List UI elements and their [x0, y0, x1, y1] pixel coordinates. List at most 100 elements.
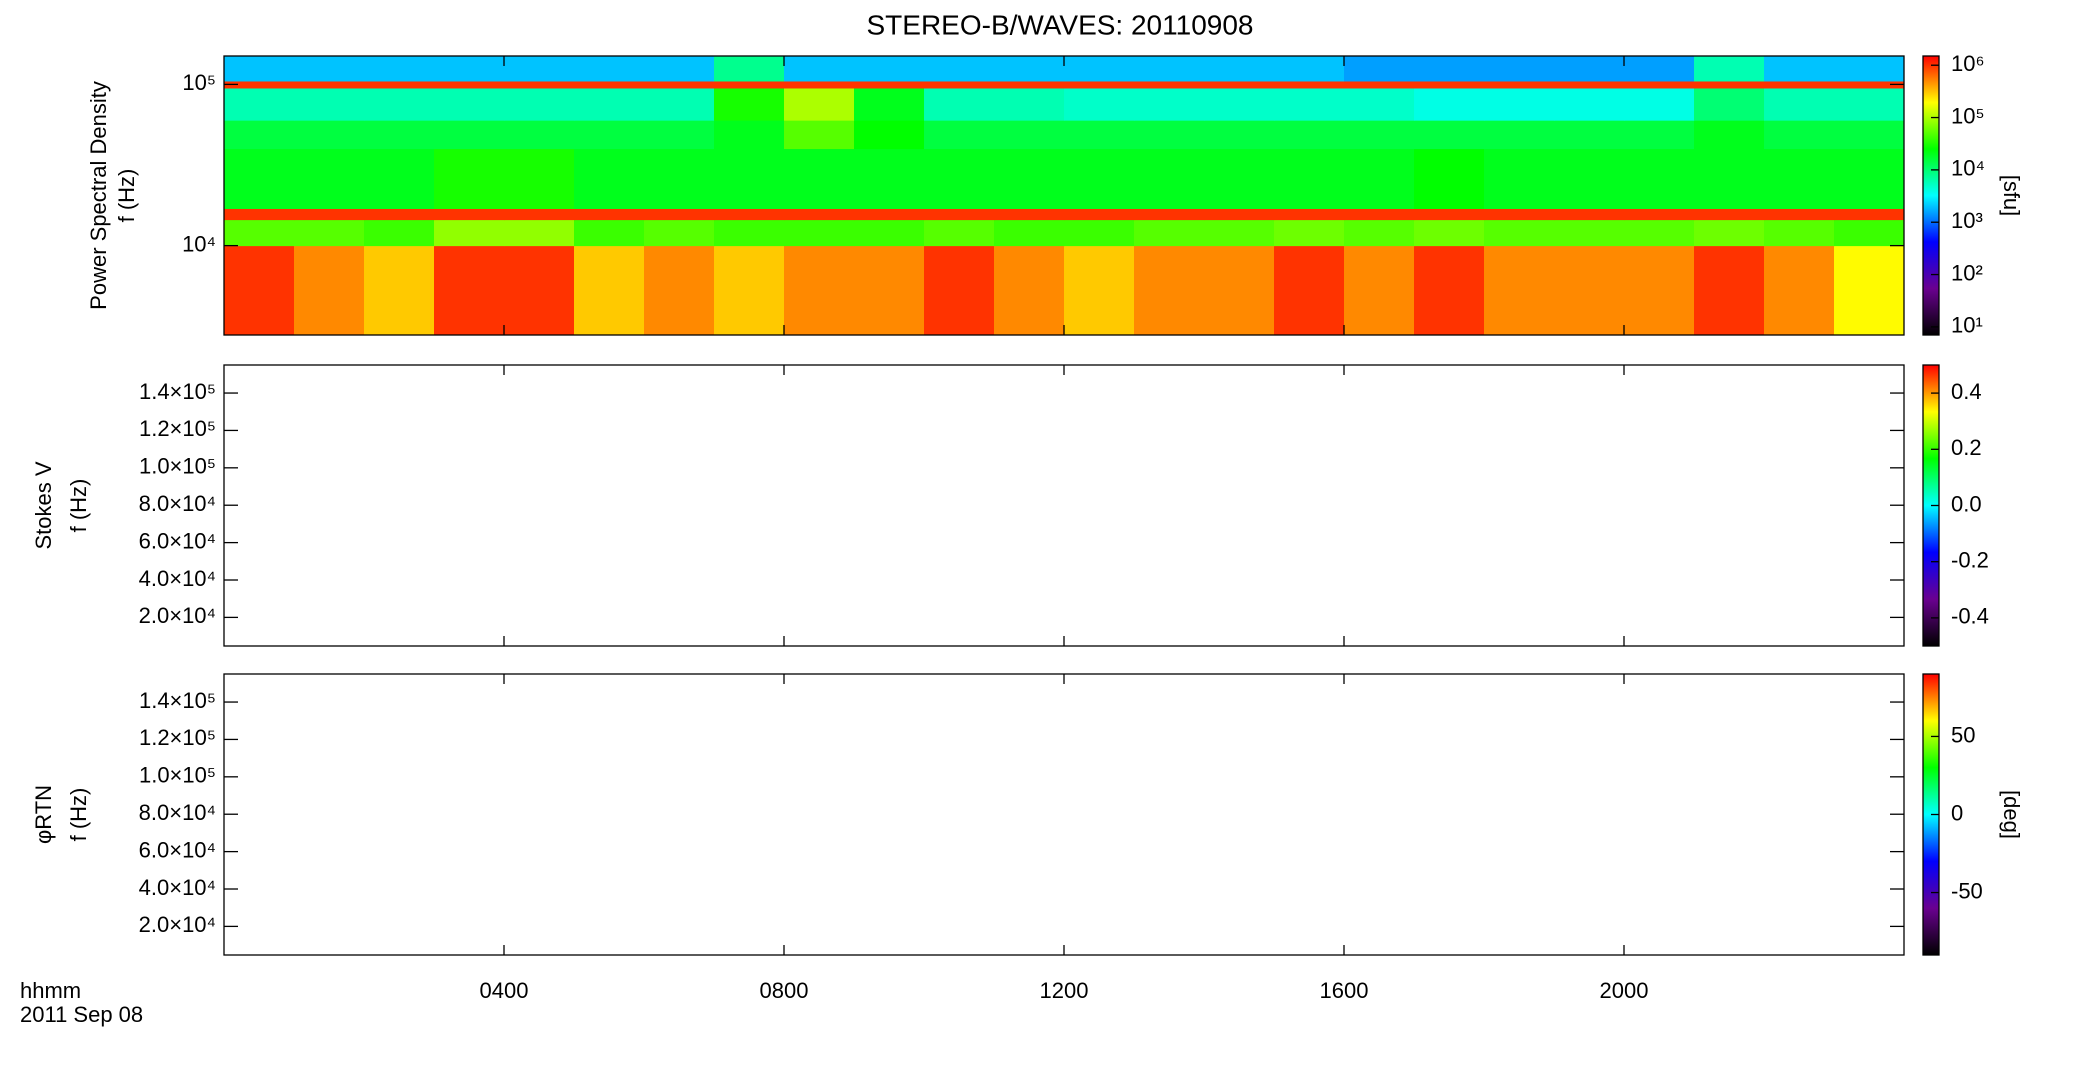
heatmap-cell: [294, 87, 365, 121]
colorbar-tick-label: 0.2: [1951, 435, 1982, 460]
heatmap-cell: [1134, 87, 1205, 121]
heatmap-cell: [1624, 219, 1695, 247]
y-tick-label: 2.0×10⁴: [139, 912, 216, 937]
colorbar-tick-label: -50: [1951, 878, 1983, 903]
heatmap-cell: [294, 56, 365, 82]
x-tick-label: 1600: [1320, 978, 1369, 1003]
heatmap-cell: [1414, 120, 1485, 150]
heatmap-cell: [1134, 208, 1205, 221]
heatmap-cell: [854, 219, 925, 247]
heatmap-cell: [1624, 208, 1695, 221]
heatmap-cell: [434, 120, 505, 150]
y-axis-label: Power Spectral Density: [86, 81, 111, 310]
heatmap-cell: [994, 208, 1065, 221]
heatmap-cell: [1484, 208, 1555, 221]
heatmap-cell: [1274, 148, 1345, 209]
heatmap-cell: [854, 56, 925, 82]
heatmap-cell: [784, 80, 855, 89]
heatmap-cell: [644, 148, 715, 209]
heatmap-cell: [1134, 148, 1205, 209]
heatmap-cell: [1764, 120, 1835, 150]
y-tick-label: 8.0×10⁴: [139, 800, 216, 825]
y-tick-label: 1.4×10⁵: [139, 688, 216, 713]
heatmap-cell: [1414, 219, 1485, 247]
heatmap-cell: [504, 56, 575, 82]
x-axis-label: hhmm: [20, 978, 81, 1003]
heatmap-cell: [854, 208, 925, 221]
y-tick-label: 1.2×10⁵: [139, 725, 216, 750]
heatmap-cell: [1064, 80, 1135, 89]
heatmap-cell: [924, 245, 995, 336]
heatmap-cell: [924, 80, 995, 89]
heatmap-cell: [854, 245, 925, 336]
heatmap-cell: [1274, 245, 1345, 336]
heatmap-cell: [1204, 208, 1275, 221]
heatmap-cell: [1624, 148, 1695, 209]
heatmap-cell: [1554, 208, 1625, 221]
heatmap-cell: [1764, 245, 1835, 336]
heatmap-cell: [1204, 245, 1275, 336]
y-axis-label: f (Hz): [66, 479, 91, 533]
heatmap-cell: [504, 87, 575, 121]
heatmap-cell: [1834, 219, 1905, 247]
y-tick-label: 1.4×10⁵: [139, 379, 216, 404]
heatmap-cell: [714, 120, 785, 150]
plot-frame: [223, 673, 1905, 956]
heatmap-cell: [1694, 208, 1765, 221]
heatmap-cell: [644, 87, 715, 121]
heatmap-cell: [1694, 120, 1765, 150]
y-tick-label: 8.0×10⁴: [139, 491, 216, 516]
y-axis-label: f (Hz): [66, 788, 91, 842]
heatmap-cell: [1764, 80, 1835, 89]
heatmap-cell: [1064, 208, 1135, 221]
heatmap-cell: [1344, 120, 1415, 150]
heatmap-cell: [1064, 56, 1135, 82]
heatmap-cell: [1694, 56, 1765, 82]
heatmap-cell: [924, 219, 995, 247]
heatmap-cell: [1484, 80, 1555, 89]
heatmap-cell: [1764, 56, 1835, 82]
heatmap-cell: [1134, 245, 1205, 336]
y-tick-label: 4.0×10⁴: [139, 875, 216, 900]
heatmap-cell: [364, 56, 435, 82]
heatmap-cell: [1204, 219, 1275, 247]
heatmap-cell: [1064, 219, 1135, 247]
y-axis-label: f (Hz): [114, 169, 139, 223]
heatmap-cell: [294, 148, 365, 209]
heatmap-cell: [994, 245, 1065, 336]
heatmap-cell: [854, 80, 925, 89]
y-tick-label: 10⁵: [182, 70, 216, 95]
x-tick-label: 1200: [1040, 978, 1089, 1003]
heatmap-cell: [1274, 56, 1345, 82]
heatmap-cell: [924, 56, 995, 82]
y-tick-label: 10⁴: [182, 231, 216, 256]
colorbar-tick-label: 10³: [1951, 208, 1983, 233]
chart-title: STEREO-B/WAVES: 20110908: [867, 9, 1254, 40]
heatmap-cell: [1134, 80, 1205, 89]
heatmap-cell: [924, 120, 995, 150]
heatmap-cell: [784, 208, 855, 221]
heatmap-cell: [364, 120, 435, 150]
heatmap-cell: [784, 148, 855, 209]
heatmap-cell: [1274, 80, 1345, 89]
heatmap-cell: [1834, 148, 1905, 209]
y-tick-label: 1.0×10⁵: [139, 763, 216, 788]
heatmap-cell: [644, 208, 715, 221]
heatmap-cell: [1414, 87, 1485, 121]
heatmap-cell: [1344, 245, 1415, 336]
heatmap-cell: [644, 80, 715, 89]
heatmap-cell: [224, 56, 295, 82]
colorbar-label: [sfu]: [1999, 175, 2024, 217]
colorbar-tick-label: 10¹: [1951, 313, 1983, 338]
heatmap-cell: [1764, 208, 1835, 221]
heatmap-cell: [1414, 245, 1485, 336]
heatmap-cell: [1694, 148, 1765, 209]
colorbar-tick-label: 50: [1951, 722, 1975, 747]
heatmap-cell: [504, 208, 575, 221]
heatmap-cell: [1554, 56, 1625, 82]
heatmap-cell: [434, 208, 505, 221]
heatmap-cell: [1624, 80, 1695, 89]
heatmap-cell: [714, 208, 785, 221]
heatmap-cell: [504, 80, 575, 89]
heatmap-cell: [714, 148, 785, 209]
